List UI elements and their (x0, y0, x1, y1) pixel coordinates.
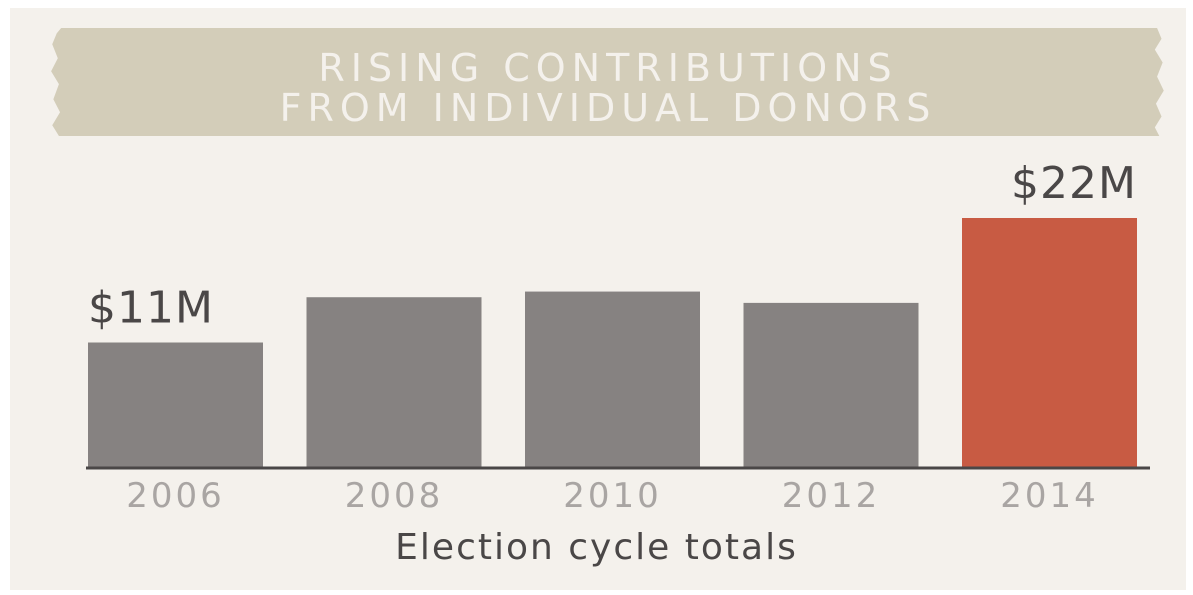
chart-title-line-1: RISING CONTRIBUTIONS (318, 46, 898, 90)
bar-2008 (306, 297, 482, 467)
bar-2006 (88, 342, 263, 467)
title-banner: RISING CONTRIBUTIONS FROM INDIVIDUAL DON… (51, 28, 1164, 136)
bar-2012 (743, 302, 919, 467)
x-tick-label-2006: 2006 (126, 476, 225, 516)
bar-2014 (962, 218, 1137, 467)
bar-2010 (525, 291, 700, 467)
data-label-2006: $11M (88, 283, 214, 334)
x-tick-label-2012: 2012 (782, 476, 881, 516)
x-tick-label-2014: 2014 (1000, 476, 1099, 516)
data-label-2014: $22M (1011, 158, 1137, 209)
x-tick-label-2008: 2008 (345, 476, 444, 516)
chart-title-line-2: FROM INDIVIDUAL DONORS (279, 86, 937, 130)
x-axis-title: Election cycle totals (395, 527, 798, 568)
x-tick-label-2010: 2010 (563, 476, 662, 516)
